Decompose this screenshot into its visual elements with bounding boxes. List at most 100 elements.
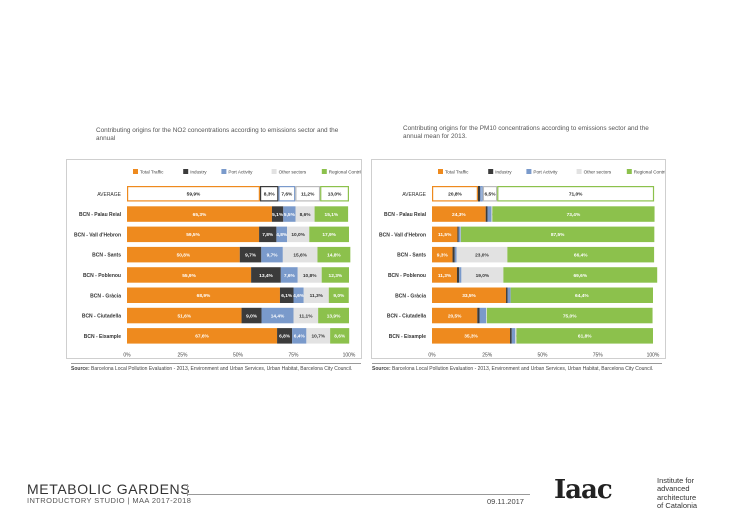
pm10-value-label-4-0: 11,3% <box>438 273 452 279</box>
no2-bar-4-4 <box>321 267 349 283</box>
institute-name: Institute for advanced architecture of C… <box>657 476 697 511</box>
no2-bar-7-3 <box>306 328 331 344</box>
no2-value-label-1-4: 15,1% <box>325 212 339 218</box>
pm10-legend-swatch-4 <box>626 169 632 174</box>
pm10-bar-4-4 <box>503 267 658 283</box>
no2-value-label-4-1: 13,4% <box>259 273 273 279</box>
pm10-bar-1-3 <box>491 206 493 222</box>
no2-bar-4-1 <box>251 267 281 283</box>
pm10-legend-swatch-0 <box>438 169 443 174</box>
no2-source-rule <box>71 363 361 364</box>
no2-value-label-0-1: 8,3% <box>264 192 276 198</box>
pm10-bar-2-0 <box>432 226 458 243</box>
no2-source-note: Source: Barcelona Local Pollution Evalua… <box>71 366 361 373</box>
no2-bar-2-0 <box>127 226 260 243</box>
pm10-legend-swatch-1 <box>488 169 494 174</box>
no2-value-label-1-3: 8,6% <box>300 212 312 218</box>
footer-date: 09.11.2017 <box>487 497 524 506</box>
pm10-bar-7-0 <box>432 328 511 344</box>
no2-value-label-3-2: 9,7% <box>267 252 279 258</box>
no2-tick-label-1: 25% <box>177 352 188 358</box>
pm10-bar-6-1 <box>477 307 480 324</box>
no2-bar-3-2 <box>261 246 283 263</box>
no2-legend-swatch-1 <box>183 169 189 174</box>
pm10-bar-6-4 <box>486 307 653 324</box>
pm10-bar-2-2 <box>458 226 461 243</box>
pm10-bar-4-2 <box>459 267 462 283</box>
no2-value-label-2-1: 7,8% <box>262 232 274 238</box>
pm10-category-label-5: BCN - Gràcia <box>395 293 426 299</box>
pm10-bar-3-0 <box>432 246 453 263</box>
pm10-tick-label-3: 75% <box>593 352 604 358</box>
pm10-tick-label-4: 100% <box>647 352 660 358</box>
pm10-chart-svg: Total Traffic Industry Port Activity Other … <box>379 169 665 358</box>
no2-bar-1-0 <box>127 206 272 222</box>
no2-bar-6-0 <box>127 307 242 324</box>
pm10-value-label-3-0: 9,3% <box>437 252 449 258</box>
pm10-bar-7-3 <box>515 328 517 344</box>
pm10-bar-4-3 <box>461 267 504 283</box>
no2-bar-4-2 <box>280 267 298 283</box>
pm10-value-label-4-3: 19,0% <box>476 273 490 279</box>
no2-value-label-0-4: 13,0% <box>328 192 342 198</box>
pm10-value-label-1-4: 73,4% <box>567 212 581 218</box>
pm10-category-label-0: AVERAGE <box>402 192 426 198</box>
no2-legend-swatch-3 <box>271 169 277 174</box>
no2-bar-0-1 <box>259 186 279 202</box>
no2-value-label-3-3: 15,6% <box>293 252 307 258</box>
pm10-legend-label-3: Other sectors <box>584 170 612 175</box>
pm10-value-label-5-4: 64,4% <box>575 293 589 299</box>
no2-bar-4-3 <box>297 267 322 283</box>
no2-value-label-5-3: 11,3% <box>310 293 324 299</box>
no2-legend-label-0: Total Traffic <box>140 170 164 175</box>
no2-bar-5-2 <box>293 287 304 303</box>
no2-bar-2-2 <box>276 226 288 243</box>
no2-value-label-3-1: 9,7% <box>245 252 257 258</box>
pm10-bar-0-3 <box>482 186 498 202</box>
pm10-source-rule <box>372 363 662 364</box>
no2-bar-0-3 <box>295 186 321 202</box>
pm10-bar-4-1 <box>456 267 460 283</box>
pm10-value-label-0-0: 20,8% <box>448 192 462 198</box>
pm10-bar-7-4 <box>516 328 653 344</box>
pm10-source-text: Barcelona Local Pollution Evaluation - 2… <box>392 366 654 372</box>
no2-value-label-0-3: 11,2% <box>301 192 315 198</box>
pm10-bar-1-1 <box>485 206 488 222</box>
pm10-value-label-2-0: 11,5% <box>438 232 452 238</box>
no2-category-label-7: BCN - Eixample <box>84 334 121 340</box>
no2-tick-label-2: 50% <box>233 352 244 358</box>
pm10-value-label-3-3: 23,0% <box>475 252 489 258</box>
no2-legend-label-2: Port Activity <box>228 170 253 175</box>
pm10-bar-1-2 <box>487 206 492 222</box>
pm10-bar-4-0 <box>432 267 457 283</box>
no2-chart: Total Traffic Industry Port Activity Other … <box>66 159 362 359</box>
pm10-legend-swatch-2 <box>526 169 532 174</box>
pm10-legend-label-4: Regional Contribution <box>634 170 665 175</box>
institute-line-3: architecture <box>657 492 697 502</box>
pm10-legend-swatch-3 <box>576 169 582 174</box>
no2-value-label-3-4: 14,8% <box>327 252 341 258</box>
no2-bar-0-2 <box>278 186 296 202</box>
no2-bar-5-4 <box>328 287 349 303</box>
no2-bar-3-3 <box>282 246 318 263</box>
no2-value-label-2-2: 4,8% <box>276 232 288 238</box>
no2-tick-label-4: 100% <box>343 352 356 358</box>
no2-value-label-5-0: 68,9% <box>197 293 211 299</box>
no2-bar-1-4 <box>314 206 349 222</box>
pm10-tick-label-0: 0% <box>428 352 436 358</box>
no2-bar-1-1 <box>271 206 284 222</box>
pm10-value-label-0-3: 6,5% <box>485 192 497 198</box>
no2-legend-label-1: Industry <box>190 170 207 175</box>
no2-bar-5-0 <box>127 287 280 303</box>
no2-value-label-7-4: 8,6% <box>334 334 346 340</box>
pm10-source-note: Source: Barcelona Local Pollution Evalua… <box>372 366 662 373</box>
no2-value-label-0-0: 59,9% <box>187 192 201 198</box>
pm10-bar-0-2 <box>480 186 483 202</box>
footer-rule <box>188 494 530 495</box>
no2-bar-5-3 <box>303 287 329 303</box>
no2-bar-0-4 <box>320 186 350 202</box>
no2-value-label-4-4: 12,3% <box>329 273 343 279</box>
no2-value-label-5-2: 4,6% <box>293 293 305 299</box>
pm10-bar-0-0 <box>431 186 478 202</box>
pm10-category-label-7: BCN - Eixample <box>389 334 426 340</box>
